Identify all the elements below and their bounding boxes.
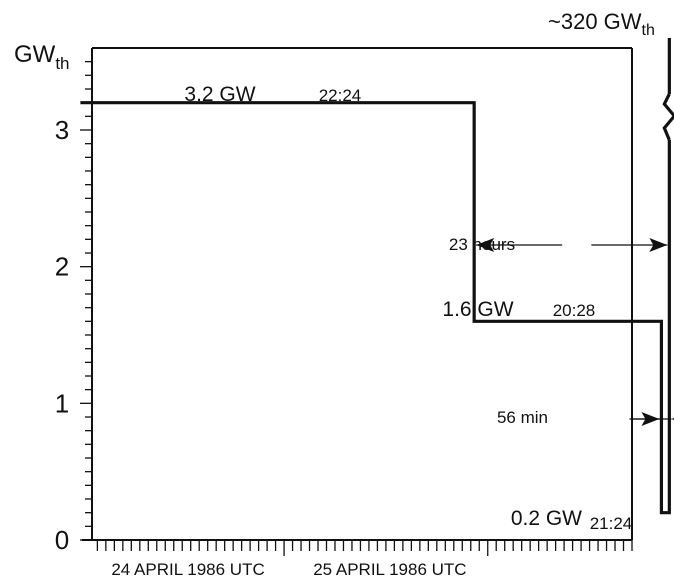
y-axis-label-sub: th <box>55 54 69 73</box>
y-axis-label: GWth <box>14 41 70 73</box>
minutes-arrowhead-right <box>671 417 674 421</box>
hours-arrowhead-right <box>649 238 668 252</box>
y-tick-label: 2 <box>55 252 69 282</box>
power-series <box>80 38 674 515</box>
hours-arrowhead-left <box>476 238 495 252</box>
power-series-line <box>80 38 671 515</box>
y-axis-label-main: GW <box>14 41 56 68</box>
label-interval-minutes: 56 min <box>497 408 548 427</box>
label-time-final: 21:24 <box>590 514 633 533</box>
x-day-label-24-april: 24 APRIL 1986 UTC <box>111 560 264 579</box>
y-tick-label: 1 <box>55 388 69 418</box>
interval-annotations <box>476 238 674 426</box>
x-axis-ticks <box>96 540 633 556</box>
label-time-half-end: 20:28 <box>553 301 596 320</box>
y-axis-ticks: 0 1 2 3 <box>55 61 92 555</box>
axis-break-gap <box>663 94 674 140</box>
x-day-label-25-april: 25 APRIL 1986 UTC <box>313 560 466 579</box>
plot-frame <box>82 47 633 541</box>
y-tick-label: 3 <box>55 115 69 145</box>
y-tick-label: 0 <box>55 525 69 555</box>
label-power-half: 1.6 GW <box>442 298 513 321</box>
axis-break-zigzag <box>662 93 674 141</box>
label-time-reduction: 22:24 <box>319 86 362 105</box>
label-peak-main: ~320 GW <box>548 9 642 34</box>
label-power-low: 0.2 GW <box>511 507 582 530</box>
label-power-initial: 3.2 GW <box>184 83 255 106</box>
label-peak-sub: th <box>642 22 655 39</box>
label-interval-hours: 23 hours <box>449 235 515 254</box>
label-peak: ~320 GWth <box>548 9 655 39</box>
